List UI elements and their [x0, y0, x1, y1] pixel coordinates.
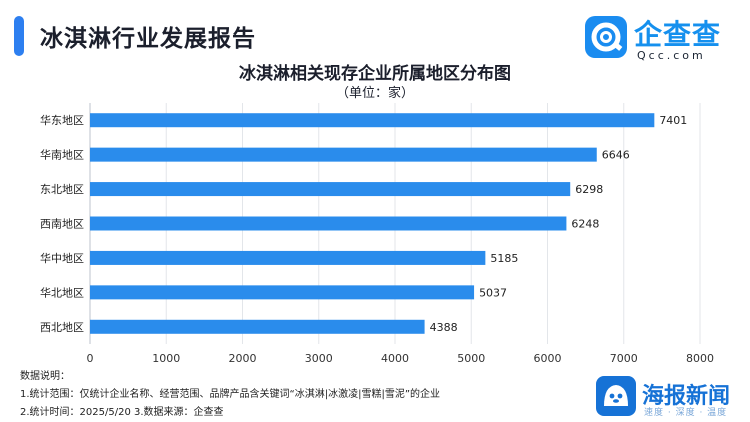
x-tick-label: 5000 [457, 352, 485, 365]
watermark-name: 海报新闻 [642, 384, 731, 409]
haibao-seal-icon [596, 376, 636, 416]
bar [90, 182, 571, 197]
category-label: 华南地区 [40, 148, 84, 162]
bar [90, 216, 567, 231]
data-label: 7401 [659, 114, 687, 127]
chart-title: 冰淇淋相关现存企业所属地区分布图 [239, 64, 511, 84]
qcc-logo: 企查查 Qcc.com [585, 16, 735, 62]
category-label: 西北地区 [40, 321, 84, 334]
x-tick-label: 1000 [152, 352, 180, 365]
haibao-watermark: 海报新闻 速度 · 深度 · 温度 [596, 376, 746, 420]
category-label: 西南地区 [40, 218, 84, 231]
x-tick-label: 8000 [686, 352, 714, 365]
x-tick-label: 2000 [229, 352, 257, 365]
data-label: 5185 [490, 252, 518, 265]
data-label: 6646 [602, 149, 630, 162]
x-tick-label: 6000 [534, 352, 562, 365]
data-label: 4388 [430, 321, 458, 334]
bar [90, 113, 655, 128]
chart-unit: （单位：家） [335, 86, 414, 101]
category-label: 东北地区 [40, 183, 84, 196]
bar [90, 285, 475, 300]
data-label: 6248 [571, 218, 599, 231]
x-tick-label: 3000 [305, 352, 333, 365]
notes-heading: 数据说明： [20, 371, 70, 382]
bar [90, 147, 597, 162]
category-label: 华北地区 [40, 285, 84, 299]
title-accent-bar [14, 16, 24, 56]
data-label: 6298 [575, 183, 603, 196]
data-label: 5037 [479, 286, 507, 299]
bar [90, 250, 486, 265]
page-title: 冰淇淋行业发展报告 [40, 26, 256, 52]
watermark-slogan: 速度 · 深度 · 温度 [644, 408, 728, 418]
category-label: 华东地区 [40, 113, 84, 127]
logo-name: 企查查 [634, 18, 722, 51]
x-tick-label: 0 [87, 352, 94, 365]
category-label: 华中地区 [40, 251, 84, 265]
data-notes: 数据说明： 1.统计范围：仅统计企业名称、经营范围、品牌产品含关键词“冰淇淋|冰… [20, 368, 440, 422]
qcc-logo-icon [585, 16, 627, 58]
x-tick-label: 7000 [610, 352, 638, 365]
logo-sub: Qcc.com [637, 49, 706, 62]
notes-line-2: 2.统计时间：2025/5/20 3.数据来源：企查查 [20, 407, 224, 418]
x-tick-label: 4000 [381, 352, 409, 365]
notes-line-1: 1.统计范围：仅统计企业名称、经营范围、品牌产品含关键词“冰淇淋|冰激凌|雪糕|… [20, 389, 441, 400]
bar [90, 319, 425, 334]
